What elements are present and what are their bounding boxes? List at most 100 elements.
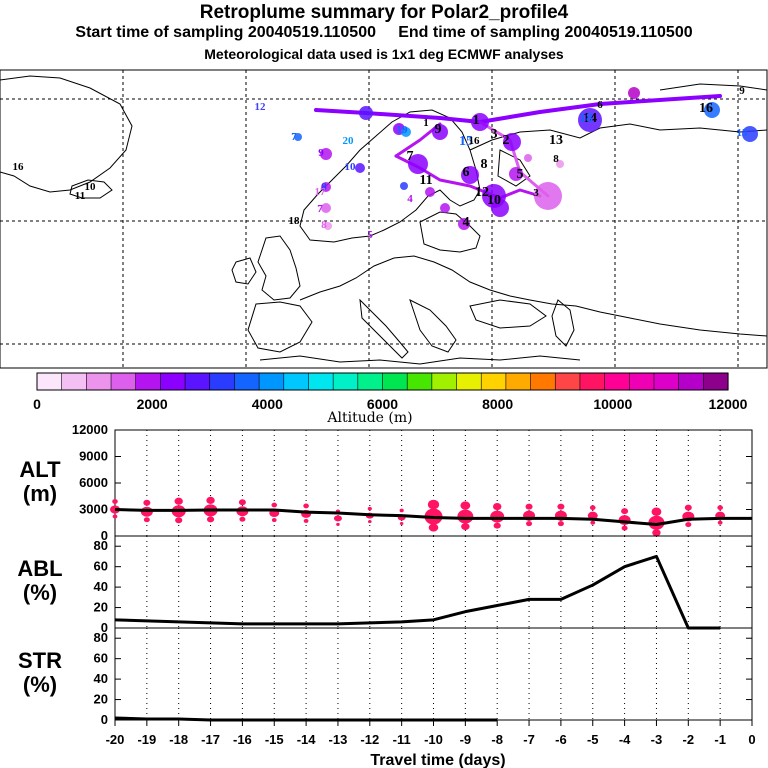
x-axis-label: Travel time (days) xyxy=(370,752,505,768)
y-tick-label: 80 xyxy=(94,538,108,553)
particle-cluster xyxy=(206,496,215,504)
colorbar-swatch xyxy=(703,373,729,390)
panel-ylabel: STR xyxy=(18,648,62,673)
x-tick-label: -13 xyxy=(329,732,348,747)
x-tick-label: -11 xyxy=(393,732,411,747)
uk-coast xyxy=(257,235,301,301)
colorbar-swatch xyxy=(61,373,87,390)
x-tick-label: -10 xyxy=(424,732,443,747)
map-label: 1 xyxy=(423,117,429,129)
plume-circle xyxy=(534,182,562,210)
colorbar-swatch xyxy=(333,373,359,390)
map-label: 15 xyxy=(459,134,473,149)
particle-cluster xyxy=(367,506,372,511)
particle-cluster xyxy=(175,517,183,524)
particle-cluster xyxy=(460,501,471,510)
plume-circle xyxy=(400,182,408,190)
particle-cluster xyxy=(457,509,474,524)
particle-cluster xyxy=(590,520,596,525)
plume-circle xyxy=(461,166,479,184)
novaya-zemlya xyxy=(659,83,768,91)
panel-ylabel: (%) xyxy=(23,672,57,697)
colorbar-swatch xyxy=(678,373,704,390)
colorbar-swatch xyxy=(259,373,285,390)
particle-cluster xyxy=(238,499,246,506)
particle-cluster xyxy=(648,515,665,530)
map-label: 11 xyxy=(75,190,85,202)
particle-cluster xyxy=(112,514,118,519)
mediterranean-south xyxy=(259,355,581,365)
x-tick-label: -20 xyxy=(106,732,125,747)
map-label: 9 xyxy=(318,147,324,159)
map-label: 9 xyxy=(739,85,745,97)
black-sea-coast xyxy=(469,299,547,329)
colorbar-swatch xyxy=(629,373,655,390)
map-label: 18 xyxy=(289,215,301,227)
map-label: 10 xyxy=(345,161,357,173)
panel-str: 0 20 40 60 80 STR(%) xyxy=(18,627,753,727)
sampling-times: Start time of sampling 20040519.110500 E… xyxy=(0,24,768,42)
map-label: 8 xyxy=(321,219,327,231)
particle-cluster xyxy=(303,518,309,523)
particle-cluster xyxy=(493,522,501,529)
y-tick-label: 40 xyxy=(94,671,108,686)
particle-cluster xyxy=(336,522,340,526)
plume-circle xyxy=(509,167,523,181)
particle-cluster xyxy=(427,499,440,510)
colorbar-swatch xyxy=(456,373,482,390)
colorbar-swatch xyxy=(555,373,581,390)
map-label: 8 xyxy=(553,153,559,165)
y-tick-label: 80 xyxy=(94,630,108,645)
particle-cluster xyxy=(490,510,505,523)
map-label: 14 xyxy=(583,111,597,126)
x-tick-label: -17 xyxy=(201,732,220,747)
x-tick-label: -18 xyxy=(169,732,188,747)
particle-cluster xyxy=(239,516,246,522)
x-tick-label: -9 xyxy=(460,732,472,747)
start-time: Start time of sampling 20040519.110500 xyxy=(75,24,376,41)
panel-alt: 0 3000 6000 9000 12000 ALT(m) xyxy=(19,422,753,543)
plume-circle xyxy=(578,108,602,132)
map-label: 5 xyxy=(517,167,524,182)
x-tick-label: -15 xyxy=(265,732,284,747)
map-label: 2 xyxy=(503,133,510,148)
map-label: 6 xyxy=(597,99,603,111)
map-label: 20 xyxy=(343,135,355,147)
plot-title: Retroplume summary for Polar2_profile4 xyxy=(199,2,569,23)
particle-cluster xyxy=(399,521,404,525)
colorbar-swatch xyxy=(160,373,186,390)
map-label: 3 xyxy=(491,127,498,142)
y-tick-label: 9000 xyxy=(79,449,108,464)
particle-cluster xyxy=(717,520,723,525)
plume-centroids xyxy=(294,87,758,230)
end-time: End time of sampling 20040519.110500 xyxy=(398,24,693,41)
particle-cluster xyxy=(525,503,533,510)
map-label: 13 xyxy=(737,127,749,139)
map-label: 7 xyxy=(407,149,414,164)
map-label: 4 xyxy=(407,193,413,205)
plume-circle xyxy=(440,203,450,213)
plume-circle xyxy=(458,218,470,230)
altitude-colorbar: 0 2000 4000 6000 8000 10000 12000 Altitude (m) xyxy=(33,372,748,426)
plume-circle xyxy=(320,148,332,160)
particle-cluster xyxy=(303,503,309,509)
x-tick-label: -14 xyxy=(297,732,317,747)
y-tick-label: 60 xyxy=(94,651,108,666)
x-tick-label: -12 xyxy=(360,732,379,747)
particle-cluster xyxy=(271,502,278,508)
iberia-coast xyxy=(247,301,313,353)
plume-circle xyxy=(628,87,640,99)
map-label: 4 xyxy=(463,215,470,230)
y-tick-label: 20 xyxy=(94,600,108,615)
plume-circle xyxy=(491,199,509,217)
ireland-coast xyxy=(231,257,257,285)
colorbar-swatch xyxy=(431,373,458,390)
plume-circle xyxy=(556,160,564,168)
particle-cluster xyxy=(621,525,628,531)
y-tick-label: 0 xyxy=(101,528,108,543)
colorbar-tick-label: 12000 xyxy=(709,396,748,412)
x-tick-label: -19 xyxy=(137,732,156,747)
map-label: 3 xyxy=(533,187,539,199)
map-label: 8 xyxy=(321,181,327,193)
map-label: 10 xyxy=(487,193,501,208)
